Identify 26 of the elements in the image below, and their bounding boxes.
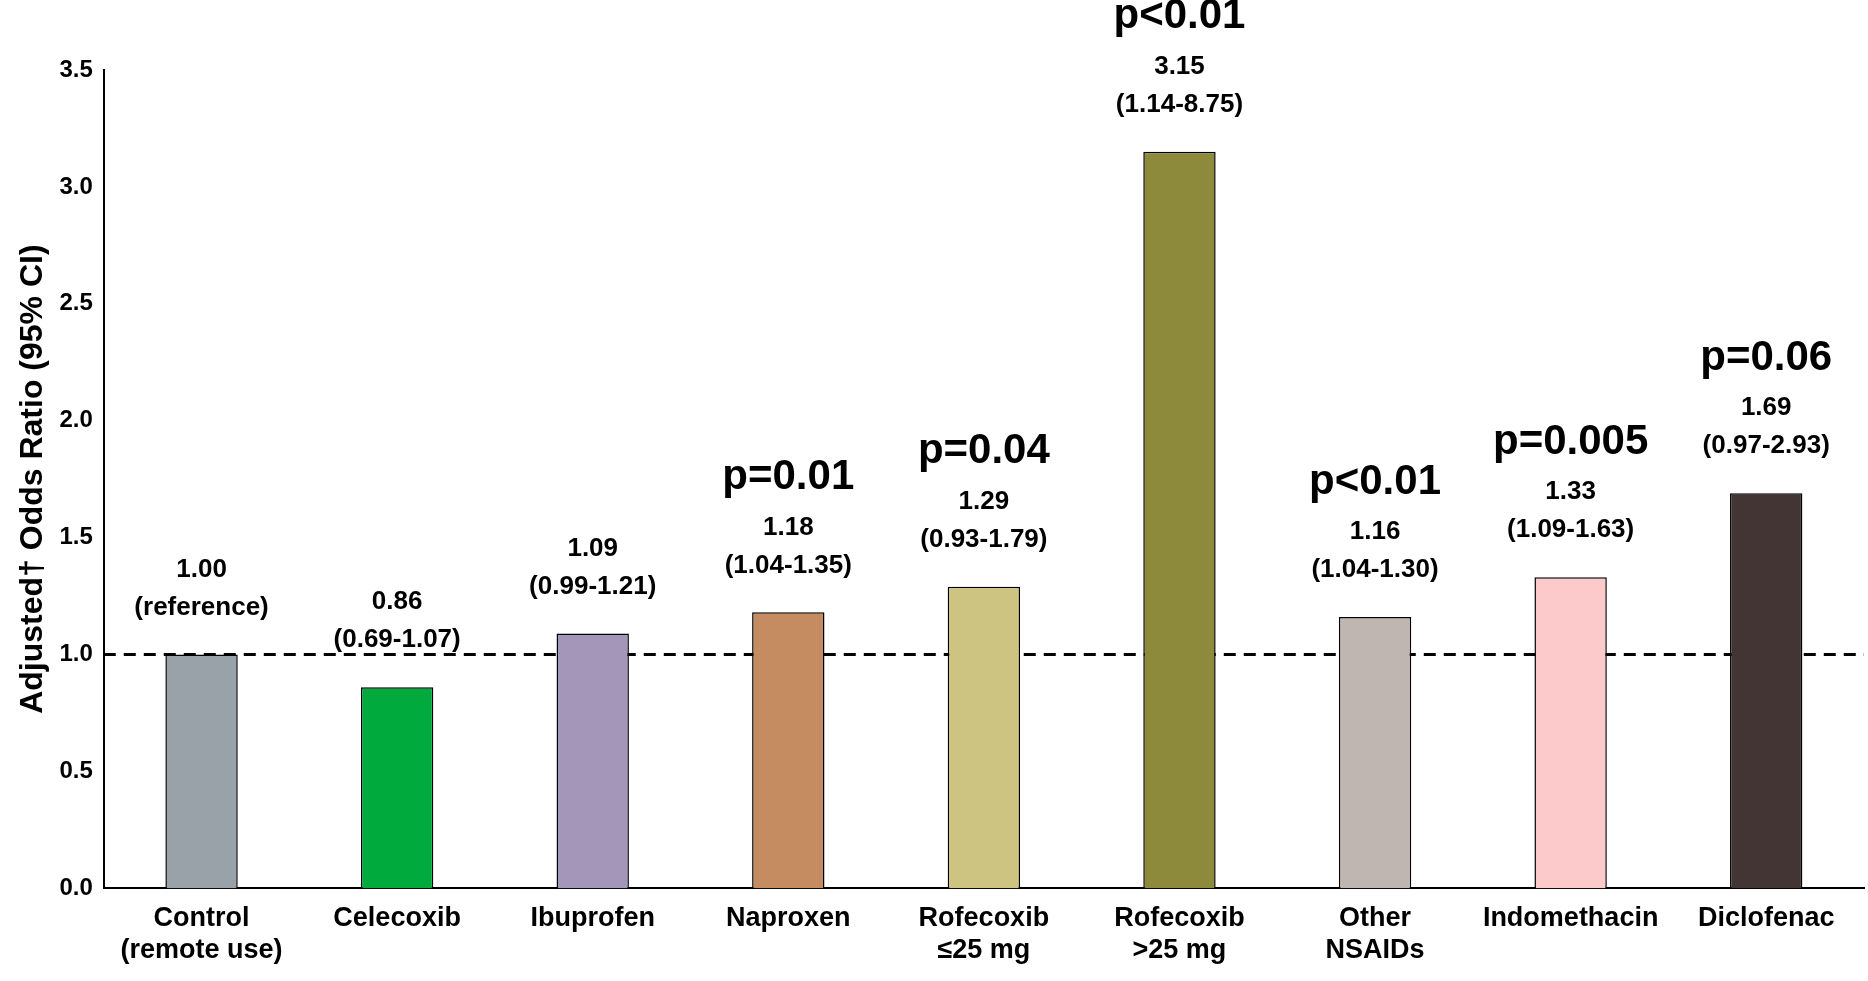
x-tick-label: Other NSAIDs bbox=[1325, 901, 1425, 965]
x-tick-label: Celecoxib bbox=[333, 901, 461, 932]
data-label: p=0.005 1.33 (1.09-1.63) bbox=[1492, 415, 1649, 544]
data-label: p<0.01 1.16 (1.04-1.30) bbox=[1309, 455, 1442, 584]
x-tick-label: Rofecoxib ≤25 mg bbox=[918, 901, 1050, 965]
y-tick-label: 0.0 bbox=[59, 872, 93, 900]
y-axis-title: Adjusted† Odds Ratio (95% CI) bbox=[13, 244, 50, 714]
data-label: 1.00 (reference) bbox=[134, 552, 269, 621]
data-label: 1.09 (0.99-1.21) bbox=[529, 531, 657, 600]
x-tick-label: Rofecoxib >25 mg bbox=[1114, 901, 1245, 965]
data-label: p=0.04 1.29 (0.93-1.79) bbox=[917, 425, 1051, 553]
y-tick-label: 1.5 bbox=[59, 522, 93, 550]
x-tick-label: Naproxen bbox=[726, 901, 851, 932]
y-tick-label: 2.5 bbox=[59, 288, 93, 316]
x-tick-label: Indomethacin bbox=[1482, 901, 1659, 932]
x-tick-label: Control (remote use) bbox=[120, 901, 283, 965]
data-label: 0.86 (0.69-1.07) bbox=[333, 585, 461, 654]
y-tick-label: 2.0 bbox=[59, 405, 93, 433]
y-tick-label: 3.0 bbox=[59, 171, 93, 199]
data-label: p=0.01 1.18 (1.04-1.35) bbox=[722, 450, 855, 579]
x-tick-label: Diclofenac bbox=[1697, 901, 1835, 932]
y-tick-label: 3.5 bbox=[59, 54, 93, 82]
y-tick-label: 1.0 bbox=[59, 639, 93, 667]
data-label: p=0.06 1.69 (0.97-2.93) bbox=[1700, 331, 1833, 460]
x-tick-label: Ibuprofen bbox=[530, 901, 655, 932]
y-tick-label: 0.5 bbox=[59, 755, 93, 783]
